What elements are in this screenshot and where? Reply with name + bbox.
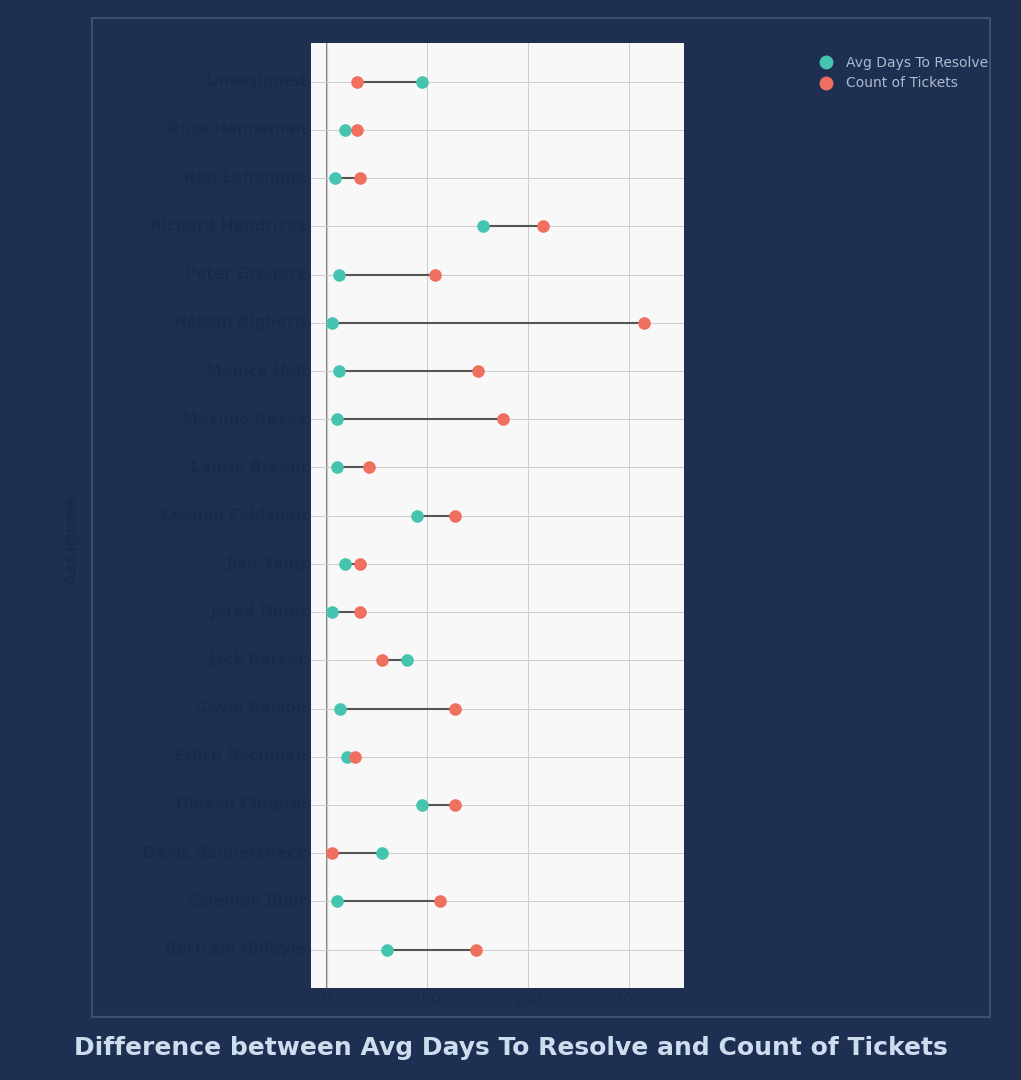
Text: Davis Bannercheck: Davis Bannercheck bbox=[143, 846, 306, 861]
Point bbox=[351, 555, 368, 572]
Point bbox=[535, 218, 551, 235]
Point bbox=[332, 700, 348, 717]
Text: Difference between Avg Days To Resolve and Count of Tickets: Difference between Avg Days To Resolve a… bbox=[74, 1036, 947, 1059]
Point bbox=[415, 796, 431, 813]
Point bbox=[351, 170, 368, 187]
Point bbox=[329, 893, 345, 910]
Point bbox=[409, 508, 426, 525]
Point bbox=[327, 170, 343, 187]
Point bbox=[468, 941, 484, 958]
Text: Monica Hall: Monica Hall bbox=[207, 364, 306, 379]
Point bbox=[447, 796, 464, 813]
Point bbox=[494, 410, 510, 428]
Point bbox=[475, 218, 491, 235]
Point bbox=[399, 651, 416, 669]
Point bbox=[331, 266, 347, 283]
Point bbox=[348, 73, 364, 91]
Point bbox=[360, 459, 377, 476]
Point bbox=[339, 748, 355, 766]
Legend: Avg Days To Resolve, Count of Tickets: Avg Days To Resolve, Count of Tickets bbox=[812, 55, 988, 91]
Point bbox=[432, 893, 448, 910]
Point bbox=[324, 314, 340, 332]
Point bbox=[427, 266, 443, 283]
Text: Unassigned: Unassigned bbox=[207, 75, 306, 90]
Point bbox=[324, 845, 340, 862]
Text: Jian Yang: Jian Yang bbox=[228, 556, 306, 571]
Point bbox=[447, 700, 464, 717]
Text: Peter Gregory: Peter Gregory bbox=[185, 267, 306, 282]
Point bbox=[379, 941, 395, 958]
Text: Keenan Feldspan: Keenan Feldspan bbox=[159, 509, 306, 523]
Text: Dinesh Chugtai: Dinesh Chugtai bbox=[176, 797, 306, 812]
Point bbox=[374, 845, 390, 862]
Text: Erlich Bachman: Erlich Bachman bbox=[174, 750, 306, 765]
Text: Nelson Bighetti: Nelson Bighetti bbox=[174, 315, 306, 330]
Text: Russ Hanneman: Russ Hanneman bbox=[168, 122, 306, 137]
Text: Jared Dunn: Jared Dunn bbox=[211, 605, 306, 620]
Text: Maximo Reyes: Maximo Reyes bbox=[183, 411, 306, 427]
Point bbox=[351, 604, 368, 621]
Point bbox=[324, 604, 340, 621]
Point bbox=[346, 748, 362, 766]
Point bbox=[337, 555, 353, 572]
Text: Bertram Gilfoyle: Bertram Gilfoyle bbox=[165, 942, 306, 957]
Point bbox=[636, 314, 652, 332]
Point bbox=[374, 651, 390, 669]
Text: Coleman Blair: Coleman Blair bbox=[187, 894, 306, 909]
Point bbox=[331, 363, 347, 380]
Point bbox=[329, 410, 345, 428]
Point bbox=[470, 363, 486, 380]
Point bbox=[415, 73, 431, 91]
Text: Gavin Belson: Gavin Belson bbox=[195, 701, 306, 716]
Text: Assignee: Assignee bbox=[62, 495, 81, 585]
Text: Jack Barker: Jack Barker bbox=[209, 652, 306, 667]
Point bbox=[337, 121, 353, 138]
Point bbox=[447, 508, 464, 525]
Text: Ron Laflamme: Ron Laflamme bbox=[184, 171, 306, 186]
Text: Richard Hendricks: Richard Hendricks bbox=[150, 219, 306, 234]
Text: Laurie Bream: Laurie Bream bbox=[191, 460, 306, 475]
Point bbox=[348, 121, 364, 138]
Point bbox=[329, 459, 345, 476]
